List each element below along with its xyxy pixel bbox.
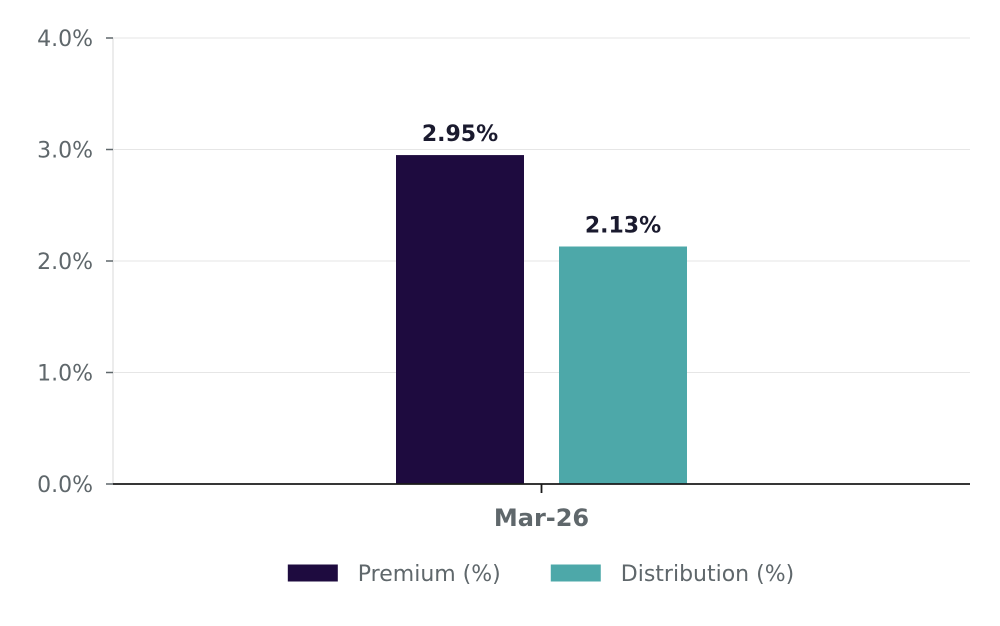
bar-value-label: 2.95%	[422, 122, 498, 147]
bars	[396, 155, 687, 484]
y-tick-label: 2.0%	[37, 250, 93, 275]
y-tick-label: 4.0%	[37, 27, 93, 52]
legend: Premium (%) Distribution (%)	[287, 562, 794, 587]
y-axis-ticks: 0.0% 1.0% 2.0% 3.0% 4.0%	[37, 27, 113, 498]
y-tick-label: 3.0%	[37, 139, 93, 164]
legend-swatch	[550, 564, 601, 582]
y-tick-label: 1.0%	[37, 362, 93, 387]
legend-label: Premium (%)	[358, 562, 501, 587]
bar-value-label: 2.13%	[585, 214, 661, 239]
bar	[396, 155, 524, 484]
gridlines	[113, 37, 970, 373]
data-labels: 2.95% 2.13%	[422, 122, 661, 238]
bar	[559, 246, 687, 484]
legend-swatch	[287, 564, 338, 582]
x-axis-ticks: Mar-26	[494, 484, 589, 532]
y-tick-label: 0.0%	[37, 473, 93, 498]
x-tick-label: Mar-26	[494, 504, 589, 532]
legend-label: Distribution (%)	[621, 562, 794, 587]
